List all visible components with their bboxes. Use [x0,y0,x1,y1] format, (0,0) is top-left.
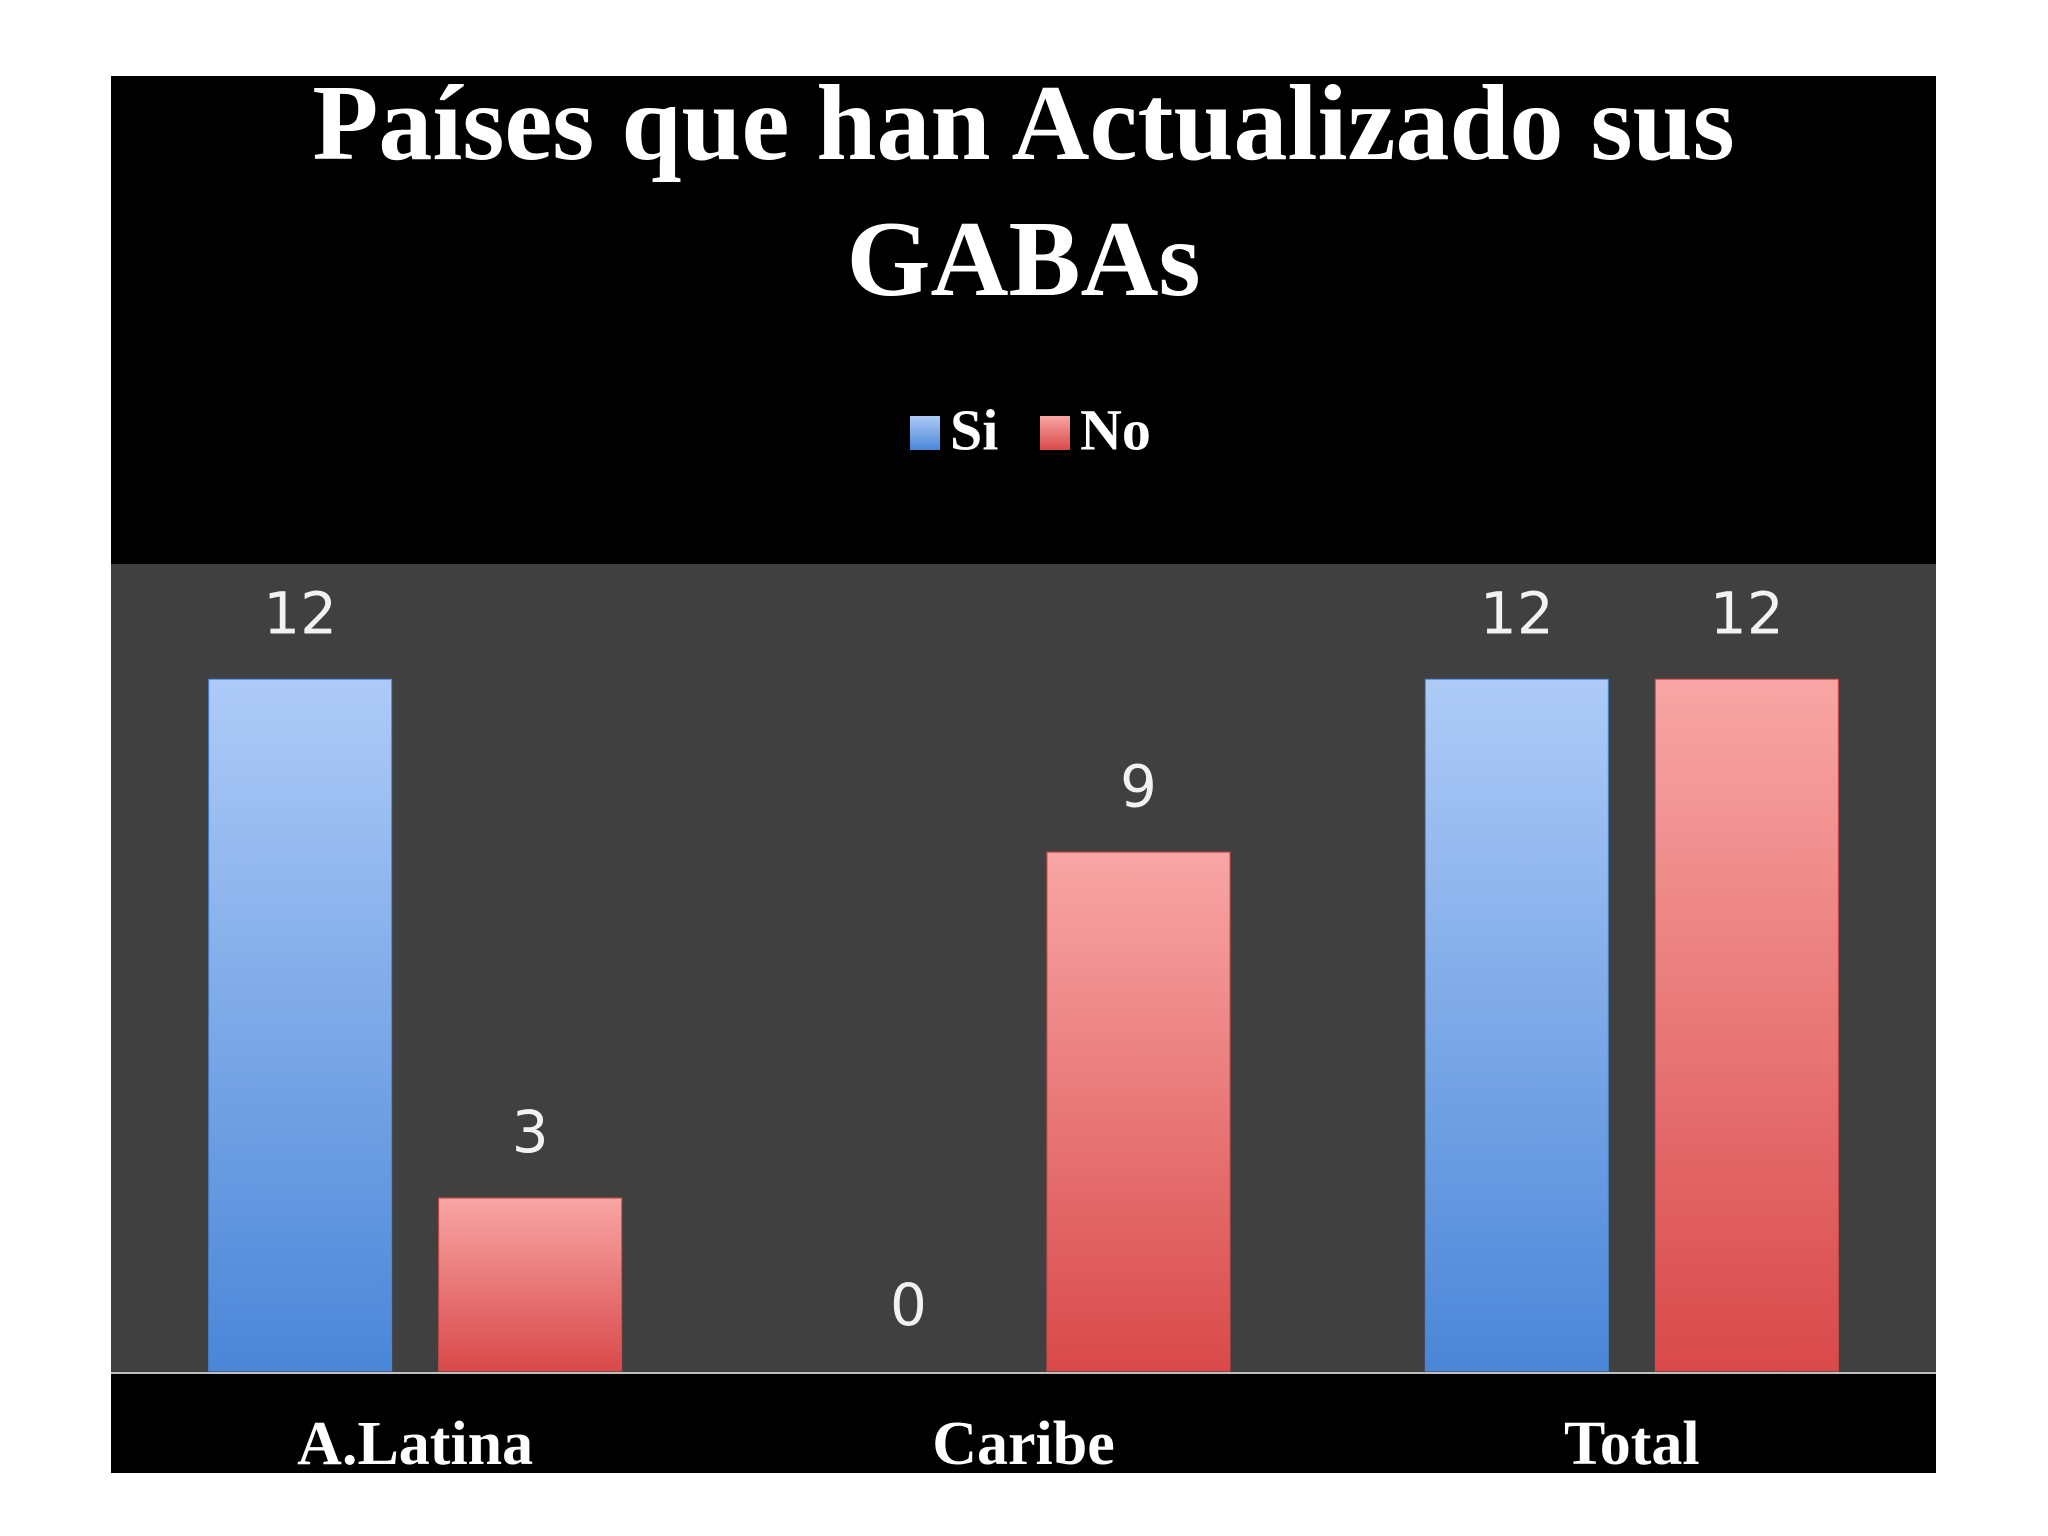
title-box: Países que han Actualizado sus GABAs [312,64,1735,319]
data-label: 12 [263,579,337,647]
plot-area [111,564,1936,1373]
legend: Si No [910,397,1151,462]
data-label: 3 [512,1098,549,1166]
data-label: 9 [1120,752,1157,820]
data-label: 0 [890,1271,927,1339]
bar [208,678,393,1372]
bar [438,1197,623,1372]
legend-swatch [1040,416,1070,450]
legend-label: Si [950,397,998,462]
legend-swatch [910,416,940,450]
chart-title: Países que han Actualizado sus GABAs [312,64,1735,319]
x-tick-label: A.Latina [297,1410,533,1478]
x-tick-label: Caribe [932,1410,1115,1478]
legend-label: No [1080,397,1151,462]
data-label: 12 [1480,579,1554,647]
x-tick-label: Total [1564,1410,1700,1478]
bar [1046,851,1231,1372]
data-label: 12 [1710,579,1784,647]
bar [1424,678,1609,1372]
bar [1654,678,1839,1372]
